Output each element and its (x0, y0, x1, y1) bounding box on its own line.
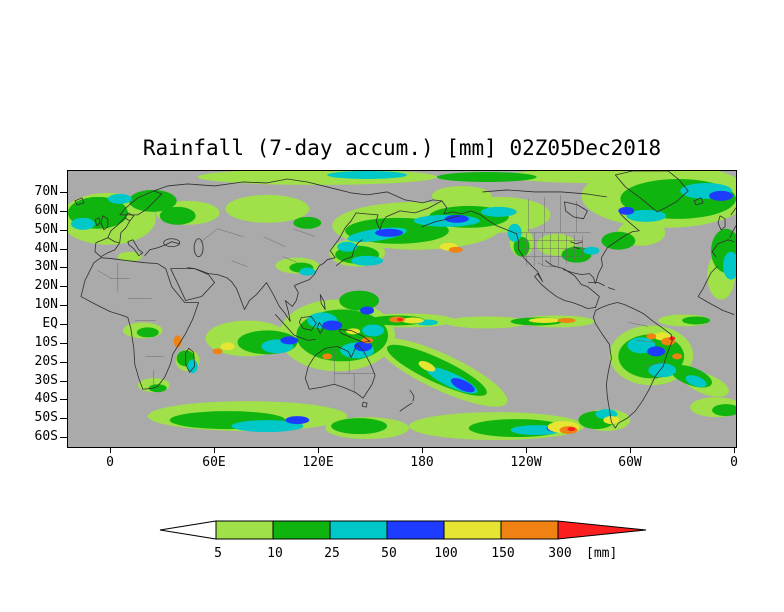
colorbar-level-label: 150 (491, 546, 515, 561)
country-borders (97, 194, 663, 395)
lat-tick-label: 20S (34, 354, 58, 369)
lat-tick-mark (60, 192, 67, 193)
lon-tick-mark (630, 447, 631, 453)
lat-tick-mark (60, 381, 67, 382)
lon-tick-mark (526, 447, 527, 453)
lat-tick-label: 10S (34, 335, 58, 350)
lat-tick-label: 60N (34, 203, 58, 218)
lat-tick-mark (60, 249, 67, 250)
lat-tick-mark (60, 324, 67, 325)
colorbar-level-label: 300 (548, 546, 572, 561)
lon-tick-mark (110, 447, 111, 453)
colorbar-level-label: 50 (381, 546, 397, 561)
colorbar-svg (159, 520, 647, 540)
world-map-svg (68, 171, 736, 447)
lat-tick-label: EQ (42, 316, 58, 331)
colorbar-unit-label: [mm] (586, 546, 618, 561)
lat-tick-mark (60, 343, 67, 344)
map-frame (67, 170, 737, 448)
colorbar-right-arrow (557, 520, 647, 540)
lon-tick-mark (214, 447, 215, 453)
lon-tick-mark (734, 447, 735, 453)
lon-tick-label: 0 (730, 455, 738, 470)
colorbar-level-label: 100 (434, 546, 458, 561)
lat-tick-mark (60, 267, 67, 268)
lat-tick-label: 10N (34, 297, 58, 312)
lat-tick-label: 40S (34, 391, 58, 406)
colorbar-level-label: 10 (267, 546, 283, 561)
lat-tick-mark (60, 437, 67, 438)
lon-tick-label: 0 (106, 455, 114, 470)
lon-tick-label: 120E (302, 455, 334, 470)
lat-tick-label: 50S (34, 410, 58, 425)
lat-tick-mark (60, 362, 67, 363)
colorbar-segment (215, 520, 274, 540)
colorbar-segment (386, 520, 445, 540)
colorbar-segment (443, 520, 502, 540)
lat-tick-mark (60, 230, 67, 231)
coastlines (74, 171, 736, 429)
colorbar-level-label: 25 (324, 546, 340, 561)
colorbar-level-label: 5 (214, 546, 222, 561)
rainfall-shading-red (397, 317, 676, 432)
lat-tick-mark (60, 286, 67, 287)
lat-tick-label: 50N (34, 222, 58, 237)
lat-tick-label: 40N (34, 241, 58, 256)
lon-tick-mark (318, 447, 319, 453)
colorbar-left-arrow (159, 520, 217, 540)
colorbar-segment (500, 520, 559, 540)
lat-tick-label: 60S (34, 429, 58, 444)
colorbar-segment (329, 520, 388, 540)
lon-tick-label: 60W (618, 455, 642, 470)
lon-tick-mark (422, 447, 423, 453)
lat-tick-mark (60, 305, 67, 306)
lon-tick-label: 60E (202, 455, 226, 470)
lat-tick-label: 70N (34, 184, 58, 199)
rainfall-shading-yellow (220, 242, 671, 434)
lat-tick-label: 30S (34, 373, 58, 388)
lat-tick-mark (60, 399, 67, 400)
lat-tick-mark (60, 211, 67, 212)
lon-tick-label: 120W (510, 455, 542, 470)
lat-tick-mark (60, 418, 67, 419)
lat-tick-label: 30N (34, 259, 58, 274)
plot-title: Rainfall (7-day accum.) [mm] 02Z05Dec201… (142, 136, 662, 160)
colorbar-segment (272, 520, 331, 540)
lon-tick-label: 180 (410, 455, 434, 470)
lat-tick-label: 20N (34, 278, 58, 293)
